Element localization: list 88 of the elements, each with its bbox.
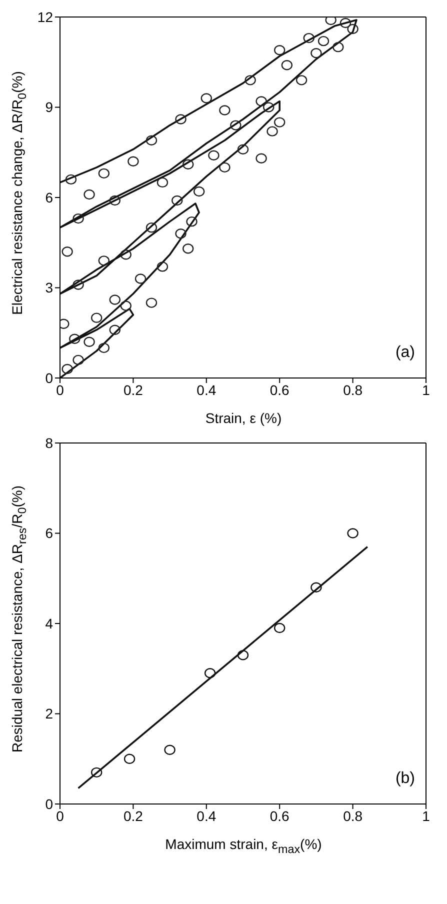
point (208, 150, 220, 160)
x-tick-label: 0.2 (123, 382, 144, 398)
x-tick-label: 0.8 (343, 808, 363, 824)
point (219, 162, 230, 173)
point (72, 213, 84, 224)
point (347, 24, 358, 34)
y-tick-label: 2 (45, 706, 54, 722)
x-tick-label: 0.8 (343, 382, 363, 398)
point (347, 528, 358, 538)
point (134, 274, 146, 284)
point (175, 228, 186, 239)
y-tick-label: 12 (37, 8, 54, 25)
point (310, 48, 322, 58)
point (274, 117, 286, 128)
point (274, 44, 286, 56)
point (172, 195, 183, 206)
y-tick-label: 6 (45, 189, 54, 206)
y-tick-label: 9 (45, 99, 54, 116)
point (91, 767, 102, 778)
annotation: (b) (395, 770, 415, 788)
point (128, 156, 139, 166)
point (156, 177, 168, 188)
point (65, 174, 77, 185)
x-axis-title: Maximum strain, ε$_{max}$(%) (164, 836, 323, 856)
point (109, 195, 120, 206)
point (296, 75, 308, 86)
point (109, 324, 120, 335)
y-tick-label: 6 (45, 525, 54, 542)
x-tick-label: 0.4 (196, 382, 216, 398)
point (84, 336, 95, 347)
point (72, 354, 84, 366)
x-tick-label: 1 (422, 808, 430, 824)
point (332, 42, 344, 52)
annotation: (a) (395, 344, 415, 362)
point (72, 280, 84, 290)
point (120, 300, 132, 311)
point (146, 298, 158, 308)
x-tick-label: 1 (422, 382, 430, 398)
point (98, 342, 110, 354)
y-tick-label: 0 (45, 370, 54, 386)
point (204, 668, 216, 678)
y-tick-label: 3 (45, 280, 54, 296)
point (98, 168, 110, 179)
point (69, 334, 80, 344)
point (281, 60, 293, 70)
x-tick-label: 0.2 (123, 808, 144, 824)
point (266, 126, 278, 136)
point (175, 114, 186, 124)
point (146, 222, 158, 233)
point (182, 244, 194, 254)
x-tick-label: 0.4 (196, 808, 216, 824)
point (193, 186, 205, 197)
point (156, 262, 168, 272)
point (109, 294, 120, 305)
point (256, 96, 267, 106)
point (124, 754, 136, 764)
point (186, 216, 198, 227)
point (230, 120, 242, 130)
y-tick-label: 0 (45, 796, 54, 812)
point (62, 246, 73, 257)
point (340, 18, 352, 28)
point (91, 312, 102, 323)
x-tick-label: 0.6 (270, 808, 290, 824)
point (318, 36, 330, 46)
point (303, 32, 314, 44)
point (274, 622, 286, 634)
point (263, 102, 274, 112)
x-tick-label: 0.6 (270, 382, 290, 398)
point (164, 744, 176, 755)
point (84, 189, 95, 200)
x-axis-title: Strain, ε (%) (204, 410, 283, 426)
point (219, 105, 230, 116)
point (325, 17, 336, 26)
y-tick-label: 4 (45, 615, 54, 632)
point (237, 144, 249, 154)
point (200, 93, 212, 104)
point (182, 159, 194, 170)
point (98, 256, 110, 266)
point (62, 364, 73, 374)
x-tick-label: 0 (56, 382, 64, 398)
point (310, 582, 322, 592)
point (120, 250, 132, 260)
point (146, 135, 158, 146)
x-tick-label: 0 (56, 808, 64, 824)
point (256, 153, 267, 164)
y-tick-label: 8 (45, 434, 54, 451)
point (244, 75, 256, 86)
point (237, 650, 249, 660)
